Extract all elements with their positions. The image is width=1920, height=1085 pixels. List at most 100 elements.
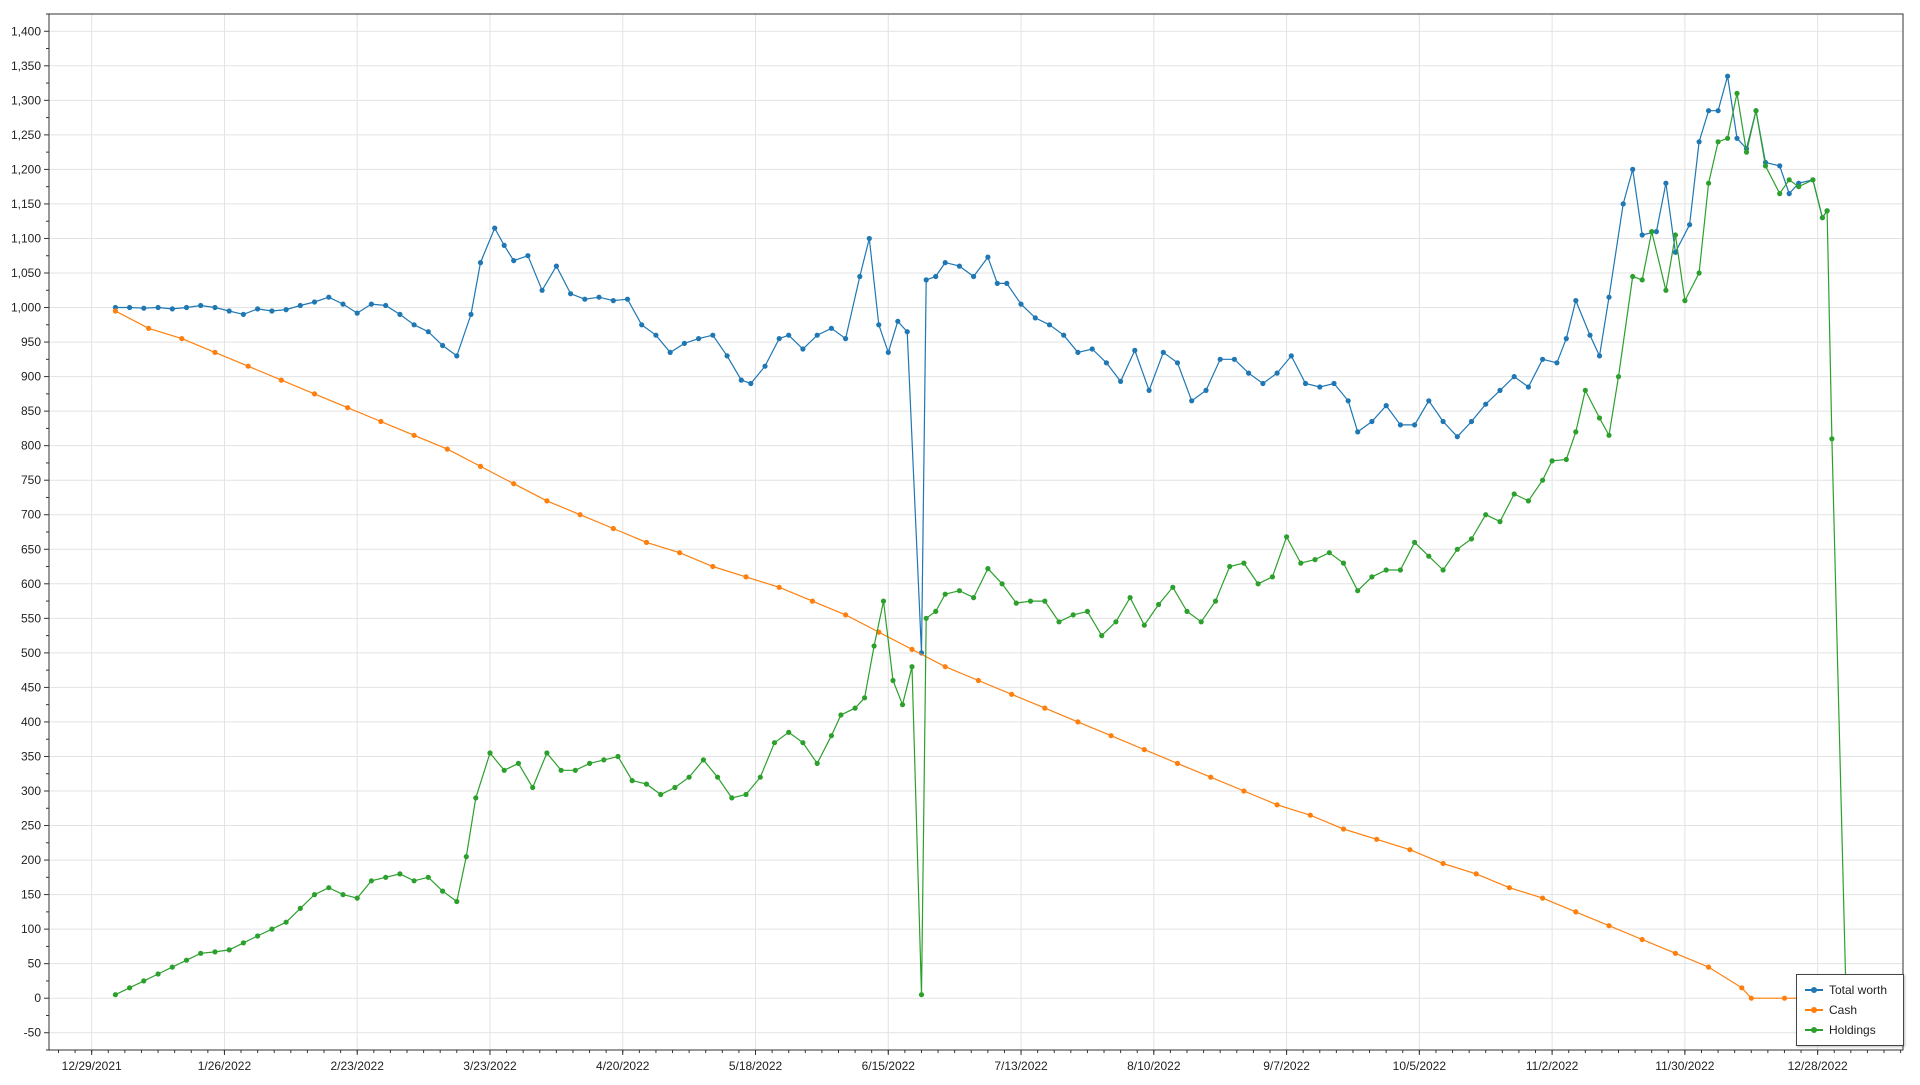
data-point-holdings <box>909 664 915 670</box>
data-point-cash <box>1748 995 1754 1001</box>
legend-item-total-worth: Total worth <box>1805 982 1887 998</box>
data-point-holdings <box>971 595 977 601</box>
y-tick-label: 1,000 <box>11 301 41 315</box>
data-point-holdings <box>1027 598 1034 604</box>
data-point-total-worth <box>155 304 161 311</box>
data-point-holdings <box>1511 491 1517 497</box>
data-point-holdings <box>1596 415 1603 421</box>
data-point-total-worth <box>1563 336 1569 342</box>
data-point-total-worth <box>1046 322 1053 328</box>
data-point-total-worth <box>1687 222 1693 228</box>
data-point-cash <box>1374 836 1380 842</box>
data-point-holdings <box>1042 598 1048 604</box>
data-point-total-worth <box>904 329 910 335</box>
y-tick-label: 300 <box>21 784 41 798</box>
legend-item-cash: Cash <box>1805 1002 1857 1018</box>
data-point-total-worth <box>610 298 616 304</box>
data-point-holdings <box>127 985 133 991</box>
data-point-total-worth <box>1018 301 1024 307</box>
y-tick-label: 350 <box>21 749 41 763</box>
y-tick-label: 1,150 <box>11 197 41 211</box>
data-point-holdings <box>1682 298 1688 304</box>
data-point-total-worth <box>876 322 882 328</box>
data-point-total-worth <box>1511 374 1517 380</box>
data-point-holdings <box>1227 563 1233 570</box>
data-point-holdings <box>1829 436 1835 442</box>
data-point-total-worth <box>568 291 574 297</box>
data-point-holdings <box>1255 581 1261 587</box>
data-point-holdings <box>311 892 318 898</box>
data-point-total-worth <box>492 225 498 231</box>
data-point-total-worth <box>212 304 218 311</box>
data-point-total-worth <box>1103 360 1109 366</box>
x-tick-label: 5/18/2022 <box>729 1059 783 1073</box>
data-point-total-worth <box>724 353 730 359</box>
data-point-total-worth <box>1246 370 1252 376</box>
data-point-total-worth <box>710 332 716 338</box>
data-point-cash <box>1075 719 1081 725</box>
data-point-holdings <box>629 778 635 784</box>
data-point-holdings <box>226 947 232 953</box>
data-point-holdings <box>1663 287 1669 293</box>
data-point-cash <box>975 677 982 684</box>
data-point-total-worth <box>786 332 792 338</box>
data-point-total-worth <box>624 296 631 302</box>
x-tick-label: 3/23/2022 <box>463 1059 517 1073</box>
data-point-total-worth <box>1412 422 1418 428</box>
data-point-holdings <box>828 733 835 739</box>
data-point-holdings <box>411 878 417 884</box>
y-tick-label: 250 <box>21 819 41 833</box>
series-layer <box>112 73 1849 1001</box>
data-point-cash <box>1340 826 1347 832</box>
data-point-cash <box>1274 802 1280 808</box>
data-point-holdings <box>862 695 868 701</box>
data-point-cash <box>1208 774 1214 780</box>
data-point-cash <box>411 432 417 438</box>
data-point-cash <box>1407 847 1413 853</box>
data-point-cash <box>1141 747 1147 753</box>
data-point-cash <box>146 325 152 331</box>
data-point-holdings <box>1056 619 1062 625</box>
data-point-total-worth <box>1397 422 1403 428</box>
data-point-holdings <box>425 874 431 880</box>
data-point-holdings <box>269 926 275 932</box>
legend-item-holdings: Holdings <box>1805 1022 1876 1038</box>
data-point-total-worth <box>326 294 332 300</box>
data-point-holdings <box>544 750 550 756</box>
data-point-total-worth <box>1160 349 1166 355</box>
data-point-holdings <box>743 791 749 798</box>
x-tick-label: 2/23/2022 <box>331 1059 385 1073</box>
data-point-total-worth <box>1274 370 1280 376</box>
data-point-holdings <box>1786 177 1792 183</box>
x-tick-label: 12/28/2022 <box>1788 1059 1848 1073</box>
data-point-holdings <box>1725 135 1731 141</box>
data-point-holdings <box>473 795 479 801</box>
x-tick-label: 10/5/2022 <box>1393 1059 1447 1073</box>
data-point-cash <box>1009 691 1015 697</box>
data-point-holdings <box>1753 108 1759 114</box>
data-point-cash <box>1473 871 1479 877</box>
data-point-total-worth <box>311 299 318 305</box>
data-point-total-worth <box>1355 429 1361 435</box>
data-point-total-worth <box>985 254 991 260</box>
data-point-total-worth <box>828 325 835 331</box>
data-point-holdings <box>1468 536 1475 542</box>
data-point-total-worth <box>183 304 190 311</box>
data-point-total-worth <box>1089 346 1095 352</box>
data-point-holdings <box>880 598 887 604</box>
data-point-total-worth <box>800 346 806 352</box>
data-point-holdings <box>1734 90 1740 96</box>
series-line-total-worth <box>115 76 1828 653</box>
data-point-total-worth <box>738 377 744 383</box>
data-point-holdings <box>1369 574 1375 580</box>
legend-swatch-holdings <box>1805 1027 1823 1033</box>
data-point-holdings <box>297 905 303 912</box>
legend: Total worth Cash Holdings <box>1796 974 1904 1046</box>
data-point-total-worth <box>425 329 431 335</box>
data-point-cash <box>544 498 550 504</box>
data-point-total-worth <box>653 332 659 338</box>
data-point-total-worth <box>1468 418 1475 425</box>
data-point-holdings <box>786 729 792 735</box>
data-point-holdings <box>838 712 844 718</box>
